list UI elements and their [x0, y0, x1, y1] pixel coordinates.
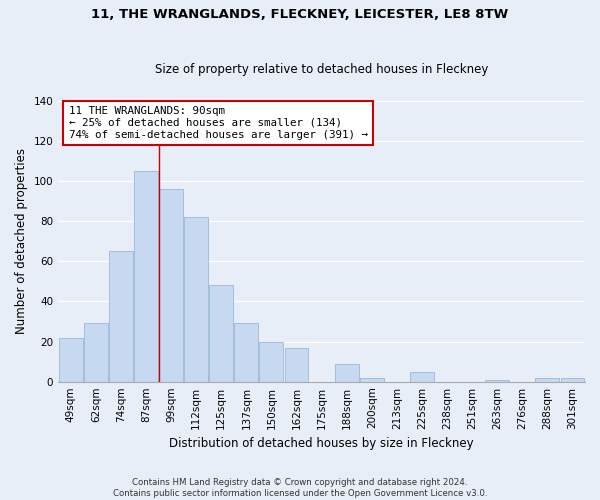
Text: Contains HM Land Registry data © Crown copyright and database right 2024.
Contai: Contains HM Land Registry data © Crown c… — [113, 478, 487, 498]
Title: Size of property relative to detached houses in Fleckney: Size of property relative to detached ho… — [155, 63, 488, 76]
Bar — [84, 324, 108, 382]
Bar — [134, 171, 158, 382]
Bar — [209, 286, 233, 382]
Bar — [485, 380, 509, 382]
Bar — [284, 348, 308, 382]
X-axis label: Distribution of detached houses by size in Fleckney: Distribution of detached houses by size … — [169, 437, 474, 450]
Text: 11 THE WRANGLANDS: 90sqm
← 25% of detached houses are smaller (134)
74% of semi-: 11 THE WRANGLANDS: 90sqm ← 25% of detach… — [69, 106, 368, 140]
Bar — [109, 252, 133, 382]
Text: 11, THE WRANGLANDS, FLECKNEY, LEICESTER, LE8 8TW: 11, THE WRANGLANDS, FLECKNEY, LEICESTER,… — [91, 8, 509, 20]
Bar — [159, 189, 183, 382]
Bar — [360, 378, 383, 382]
Bar — [410, 372, 434, 382]
Bar — [535, 378, 559, 382]
Bar — [259, 342, 283, 382]
Bar — [560, 378, 584, 382]
Bar — [235, 324, 258, 382]
Y-axis label: Number of detached properties: Number of detached properties — [15, 148, 28, 334]
Bar — [59, 338, 83, 382]
Bar — [335, 364, 359, 382]
Bar — [184, 217, 208, 382]
